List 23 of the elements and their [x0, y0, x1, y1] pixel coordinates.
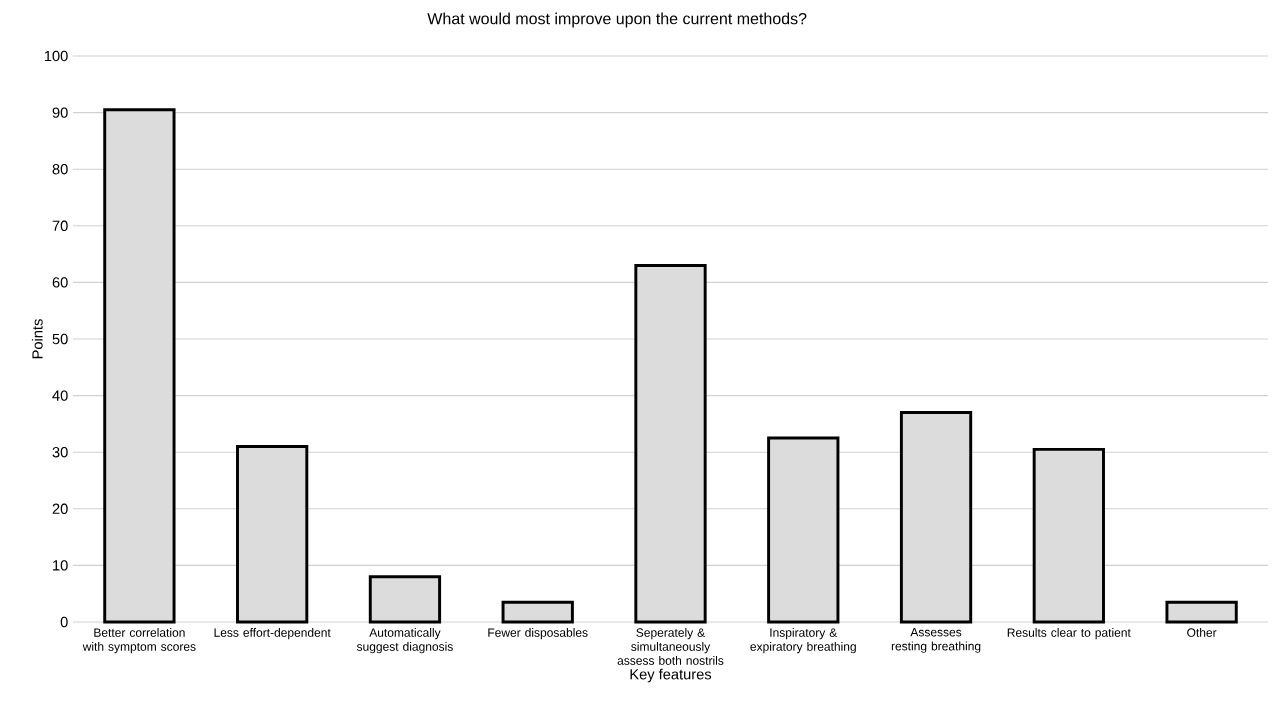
x-tick-label: Other — [1187, 628, 1217, 637]
y-tick-label: 40 — [52, 390, 68, 401]
x-tick-label: Inspiratory & expiratory breathing — [750, 628, 856, 654]
x-tick-label: Better correlation with symptom scores — [82, 628, 196, 654]
y-tick-label: 70 — [52, 220, 68, 231]
y-tick-label: 100 — [44, 50, 68, 62]
x-tick-label: Fewer disposables — [488, 628, 588, 640]
x-tick-label: Automatically suggest diagnosis — [356, 628, 453, 654]
x-tick-label: Less effort-dependent — [214, 628, 331, 640]
y-tick-label: 60 — [52, 277, 68, 288]
chart-title: What would most improve upon the current methods? — [427, 12, 807, 28]
x-tick-label: Results clear to patient — [1007, 628, 1131, 640]
y-tick-label: 50 — [52, 333, 68, 345]
y-tick-label: 90 — [52, 107, 68, 118]
x-tick-label: Assesses resting breathing — [891, 628, 981, 653]
y-tick-label: 20 — [52, 503, 68, 514]
x-tick-label: Seperately & simultaneously assess both nostrils — [617, 628, 724, 665]
y-axis-title: Points — [31, 319, 43, 359]
y-tick-label: 30 — [52, 447, 68, 458]
y-tick-label: 80 — [52, 164, 68, 175]
x-axis-title: Key features — [630, 668, 712, 683]
y-tick-label: 10 — [53, 560, 68, 571]
y-tick-label: 0 — [60, 616, 68, 628]
